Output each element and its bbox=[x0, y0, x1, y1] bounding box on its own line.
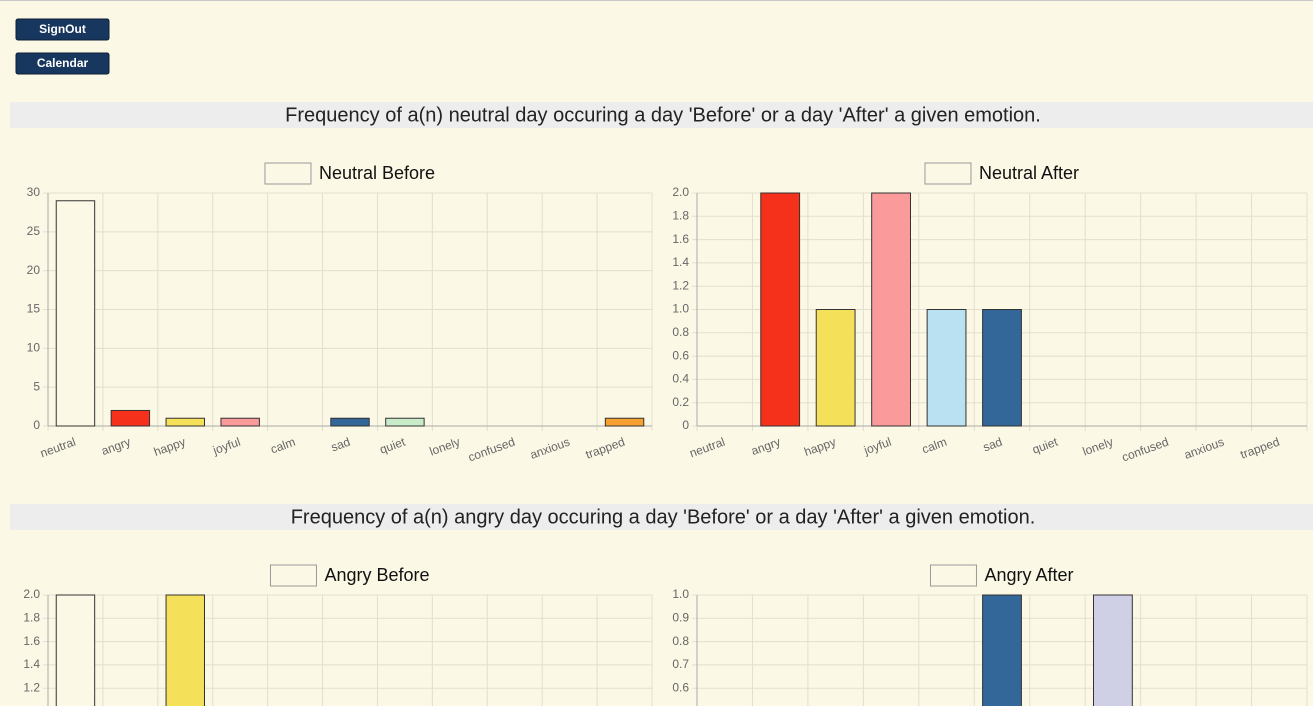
bar bbox=[815, 309, 856, 427]
y-tick-label: 0.4 bbox=[672, 372, 689, 386]
y-tick-label: 1.6 bbox=[672, 232, 689, 246]
x-tick-label: sad bbox=[329, 435, 352, 455]
bar bbox=[604, 417, 645, 427]
x-tick-label: sad bbox=[981, 435, 1004, 455]
x-tick-label: quiet bbox=[378, 434, 408, 456]
y-tick-label: 0.6 bbox=[672, 680, 689, 694]
x-tick-label: happy bbox=[152, 435, 188, 459]
y-tick-label: 1.8 bbox=[23, 610, 40, 624]
y-tick-label: 1.4 bbox=[23, 657, 40, 671]
bar bbox=[1093, 594, 1133, 706]
y-tick-label: 0.5 bbox=[672, 704, 689, 706]
y-tick-label: 1.0 bbox=[672, 302, 689, 316]
y-tick-label: 1.8 bbox=[672, 208, 689, 222]
bar bbox=[760, 192, 801, 427]
signout-button[interactable] bbox=[15, 18, 110, 41]
section-header bbox=[10, 504, 1313, 530]
y-tick-label: 20 bbox=[27, 263, 41, 277]
x-tick-label: trapped bbox=[584, 435, 627, 462]
x-tick-label: confused bbox=[466, 435, 517, 465]
legend-label: Neutral Before bbox=[319, 163, 435, 183]
bar bbox=[385, 417, 425, 427]
y-tick-label: 5 bbox=[33, 379, 40, 393]
section-title: Frequency of a(n) neutral day occuring a… bbox=[285, 104, 1041, 126]
y-tick-label: 0 bbox=[33, 418, 40, 432]
y-tick-label: 2.0 bbox=[23, 587, 40, 601]
bar bbox=[220, 417, 260, 427]
calendar-label[interactable]: Calendar bbox=[37, 56, 89, 70]
y-tick-label: 15 bbox=[27, 302, 41, 316]
bar bbox=[55, 594, 96, 706]
y-tick-label: 0 bbox=[682, 418, 689, 432]
y-tick-label: 0.8 bbox=[672, 634, 689, 648]
x-tick-label: lonely bbox=[428, 435, 462, 459]
y-tick-label: 2.0 bbox=[672, 185, 689, 199]
x-tick-label: calm bbox=[269, 435, 298, 457]
x-tick-label: calm bbox=[920, 435, 949, 457]
y-tick-label: 10 bbox=[27, 341, 41, 355]
y-tick-label: 0.7 bbox=[672, 657, 689, 671]
bar bbox=[871, 192, 912, 427]
y-tick-label: 1.2 bbox=[23, 680, 40, 694]
x-tick-label: angry bbox=[99, 435, 132, 458]
bar bbox=[55, 200, 96, 427]
x-tick-label: trapped bbox=[1238, 435, 1281, 462]
signout-label[interactable]: SignOut bbox=[39, 22, 86, 36]
y-tick-label: 0.6 bbox=[672, 348, 689, 362]
legend-swatch bbox=[264, 162, 312, 185]
legend-label: Angry After bbox=[984, 565, 1073, 585]
x-tick-label: joyful bbox=[861, 435, 893, 458]
calendar-button[interactable] bbox=[15, 52, 110, 75]
y-tick-label: 1.4 bbox=[672, 255, 689, 269]
x-tick-label: anxious bbox=[1182, 435, 1226, 462]
x-tick-label: confused bbox=[1120, 435, 1171, 465]
x-tick-label: angry bbox=[749, 435, 782, 458]
legend-label: Neutral After bbox=[979, 163, 1079, 183]
y-tick-label: 1.0 bbox=[672, 587, 689, 601]
y-tick-label: 30 bbox=[27, 185, 41, 199]
legend-swatch bbox=[924, 162, 972, 185]
x-tick-label: neutral bbox=[38, 435, 77, 461]
x-tick-label: lonely bbox=[1081, 435, 1115, 459]
bar bbox=[110, 409, 151, 427]
y-tick-label: 25 bbox=[27, 224, 41, 238]
y-tick-label: 1.0 bbox=[23, 704, 40, 706]
y-tick-label: 0.9 bbox=[672, 610, 689, 624]
x-tick-label: neutral bbox=[688, 435, 727, 461]
legend-swatch bbox=[929, 564, 977, 587]
bar bbox=[165, 417, 205, 427]
x-tick-label: quiet bbox=[1030, 434, 1060, 456]
y-tick-label: 0.8 bbox=[672, 325, 689, 339]
x-tick-label: joyful bbox=[210, 435, 242, 458]
bar bbox=[926, 309, 967, 427]
y-tick-label: 1.2 bbox=[672, 278, 689, 292]
bar bbox=[330, 417, 370, 427]
bar bbox=[982, 594, 1022, 706]
bar bbox=[982, 309, 1022, 427]
bar bbox=[165, 594, 205, 706]
x-tick-label: anxious bbox=[528, 435, 572, 462]
y-tick-label: 0.2 bbox=[672, 395, 689, 409]
y-tick-label: 1.6 bbox=[23, 634, 40, 648]
legend-swatch bbox=[269, 564, 317, 587]
section-header bbox=[10, 102, 1313, 128]
x-tick-label: happy bbox=[802, 435, 838, 459]
legend-label: Angry Before bbox=[324, 565, 429, 585]
section-title: Frequency of a(n) angry day occuring a d… bbox=[291, 506, 1036, 528]
